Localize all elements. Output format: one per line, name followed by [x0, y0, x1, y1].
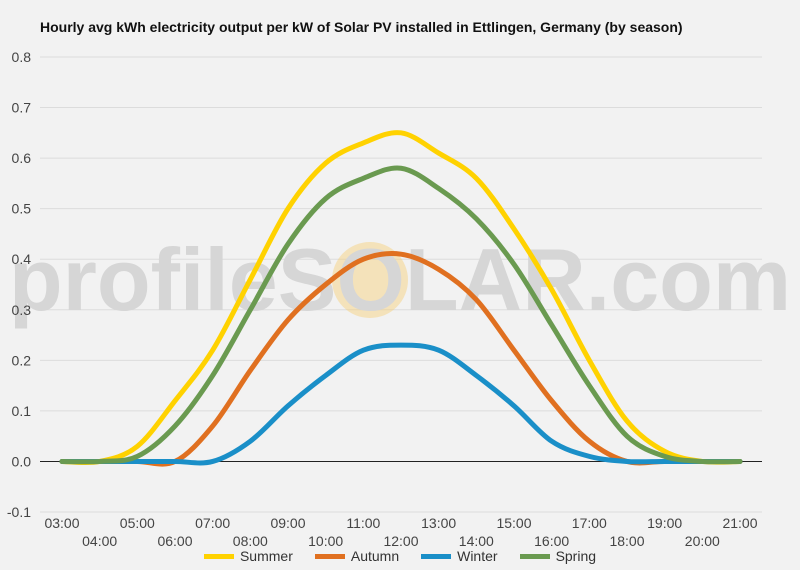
x-tick-label: 09:00	[270, 515, 305, 531]
x-tick-label: 19:00	[647, 515, 682, 531]
x-tick-label: 08:00	[233, 533, 268, 549]
grid-layer	[40, 56, 762, 513]
watermark-sun-logo	[332, 242, 408, 318]
y-tick-label: 0.8	[12, 49, 32, 65]
x-tick-label: 10:00	[308, 533, 343, 549]
x-tick-label: 14:00	[459, 533, 494, 549]
x-tick-label: 15:00	[496, 515, 531, 531]
x-tick-label: 21:00	[722, 515, 757, 531]
legend-item-autumn: Autumn	[314, 548, 400, 564]
x-tick-label: 13:00	[421, 515, 456, 531]
y-tick-label: 0.2	[12, 352, 32, 368]
legend-swatch	[519, 553, 550, 559]
legend-swatch	[203, 553, 234, 559]
series-line-summer	[59, 130, 743, 466]
x-tick-label: 11:00	[346, 515, 380, 531]
x-tick-label: 20:00	[685, 533, 720, 549]
series-layer	[59, 130, 743, 467]
y-tick-label: -0.1	[7, 504, 31, 520]
series-line-winter	[59, 342, 743, 466]
y-tick-label: 0.3	[12, 302, 32, 318]
legend-item-summer: Summer	[203, 548, 293, 564]
chart-legend: Summer Autumn Winter Spring	[0, 548, 800, 564]
legend-item-winter: Winter	[421, 548, 498, 564]
watermark-text: profileSOLAR.com	[9, 230, 791, 329]
x-tick-label: 16:00	[534, 533, 569, 549]
x-tick-label: 18:00	[609, 533, 644, 549]
legend-label: Spring	[555, 548, 597, 564]
legend-item-spring: Spring	[519, 548, 597, 564]
y-tick-label: 0.1	[12, 403, 32, 419]
y-tick-label: 0.7	[12, 100, 32, 116]
y-tick-label: 0.4	[12, 251, 32, 267]
legend-swatch	[421, 553, 452, 559]
x-tick-label: 17:00	[572, 515, 607, 531]
legend-swatch	[314, 553, 345, 559]
x-tick-label: 07:00	[195, 515, 230, 531]
series-line-spring	[59, 165, 743, 465]
y-tick-label: 0.5	[12, 201, 32, 217]
legend-label: Winter	[457, 548, 498, 564]
x-tick-label: 04:00	[82, 533, 117, 549]
axis-layer: -0.1 0.0 0.1 0.2 0.3 0.4 0.5 0.6 0.7 0.8 03:0004:0…	[7, 49, 758, 549]
watermark: profileSOLAR.com	[9, 230, 791, 329]
y-tick-label: 0.6	[12, 150, 32, 166]
legend-label: Summer	[239, 548, 293, 564]
x-tick-label: 12:00	[383, 533, 418, 549]
x-tick-label: 06:00	[157, 533, 192, 549]
y-tick-label: 0.0	[12, 453, 32, 469]
legend-label: Autumn	[350, 548, 400, 564]
chart-title: Hourly avg kWh electricity output per kW…	[40, 19, 683, 35]
x-tick-label: 03:00	[44, 515, 79, 531]
x-tick-label: 05:00	[120, 515, 155, 531]
